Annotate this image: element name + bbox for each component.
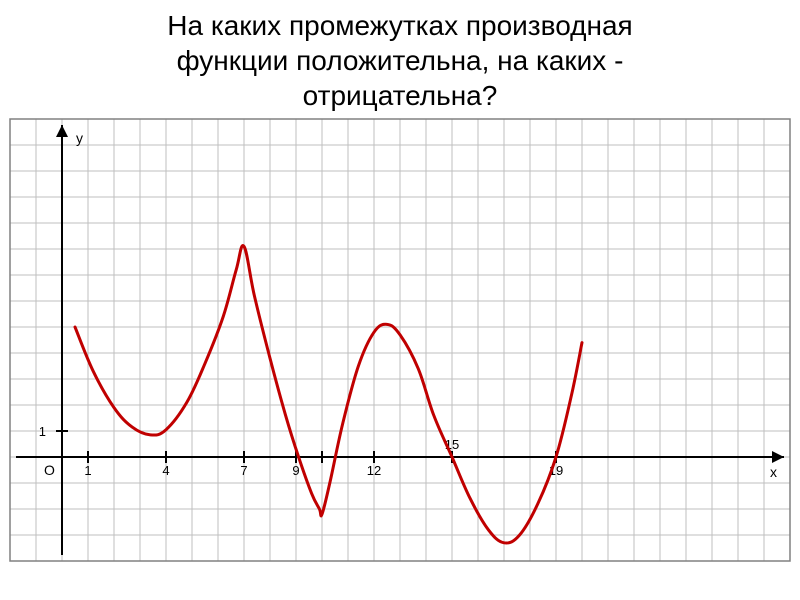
x-tick-9: 9 xyxy=(292,463,299,478)
origin-label: O xyxy=(44,462,55,478)
page-title: На каких промежутках производная функции… xyxy=(0,0,800,113)
title-line1: На каких промежутках производная xyxy=(0,8,800,43)
x-tick-4: 4 xyxy=(162,463,169,478)
chart-svg: Oyx11479121519 xyxy=(0,113,800,583)
x-tick-7: 7 xyxy=(240,463,247,478)
title-line3: отрицательна? xyxy=(0,78,800,113)
title-line2: функции положительна, на каких - xyxy=(0,43,800,78)
x-tick-1: 1 xyxy=(84,463,91,478)
y-tick-1: 1 xyxy=(39,424,46,439)
x-axis-label: x xyxy=(770,464,777,480)
y-axis-label: y xyxy=(76,130,83,146)
x-tick-12: 12 xyxy=(367,463,381,478)
chart-area: Oyx11479121519 xyxy=(0,113,800,583)
function-curve xyxy=(75,246,582,543)
